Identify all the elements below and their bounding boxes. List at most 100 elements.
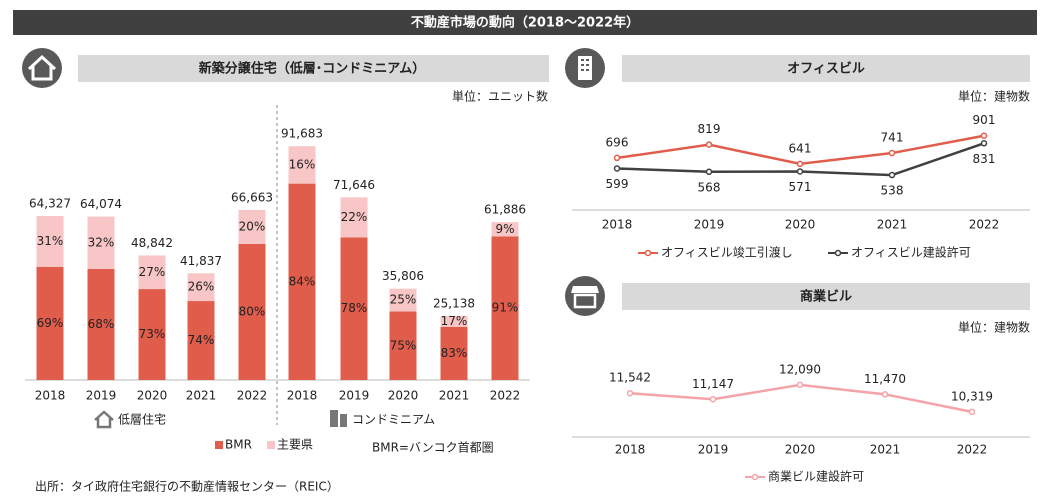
total-label: 71,646 <box>333 178 375 192</box>
bar-segment <box>138 289 166 380</box>
segment-label: 22% <box>341 210 368 224</box>
chart-title: 商業ビル <box>800 289 852 305</box>
total-label: 48,842 <box>131 236 173 250</box>
value-label: 11,542 <box>609 371 651 385</box>
bar-segment <box>288 146 316 184</box>
x-tick-label: 2022 <box>237 389 268 403</box>
legend-label: オフィスビル建設許可 <box>851 245 971 260</box>
legend-label: 主要県 <box>277 438 313 452</box>
bar-segment <box>288 183 316 380</box>
x-tick-label: 2022 <box>490 389 521 403</box>
point <box>613 154 621 162</box>
group-icon <box>330 410 338 427</box>
value-label: 741 <box>881 131 904 145</box>
value-label: 10,319 <box>951 389 993 403</box>
office-icon-windows <box>581 59 589 71</box>
total-label: 66,663 <box>231 191 273 205</box>
legend-label: 商業ビル建設許可 <box>768 469 864 484</box>
legend-marker <box>751 473 759 481</box>
segment-label: 31% <box>37 234 64 248</box>
x-tick-label: 2022 <box>969 218 1000 232</box>
group-icon <box>94 410 114 429</box>
group-label: コンドミニアム <box>352 413 435 427</box>
segment-label: 75% <box>390 338 417 352</box>
bar-segment <box>440 315 468 327</box>
segment-label: 84% <box>289 274 316 288</box>
header-bar <box>622 283 1030 310</box>
segment-label: 68% <box>88 317 115 331</box>
point <box>881 391 889 398</box>
point <box>888 149 896 157</box>
x-tick-label: 2019 <box>339 389 370 403</box>
x-tick-label: 2021 <box>877 218 908 232</box>
x-tick-label: 2021 <box>439 389 470 403</box>
point <box>980 132 988 139</box>
value-label: 696 <box>606 135 629 149</box>
segment-label: 16% <box>289 157 316 171</box>
bar-segment <box>187 301 215 380</box>
bar-segment <box>36 266 64 380</box>
bar-segment <box>340 197 368 238</box>
bar-segment <box>87 216 115 269</box>
bar-segment <box>36 215 64 267</box>
legend-label: BMR <box>225 438 252 452</box>
x-tick-label: 2018 <box>35 389 66 403</box>
value-label: 12,090 <box>779 362 821 376</box>
value-label: 641 <box>789 141 812 155</box>
x-tick-label: 2020 <box>785 218 816 232</box>
note: BMR=バンコク首都圏 <box>372 441 494 455</box>
header-bar <box>78 55 549 82</box>
segment-label: 32% <box>88 235 115 249</box>
x-tick-label: 2019 <box>698 443 729 457</box>
bar-segment <box>138 255 166 290</box>
x-tick-label: 2020 <box>388 389 419 403</box>
point <box>796 160 804 168</box>
group-icon <box>340 414 347 427</box>
bar-segment <box>238 210 266 245</box>
value-label: 538 <box>881 184 904 198</box>
x-tick-label: 2018 <box>615 443 646 457</box>
bar-segment <box>389 311 417 380</box>
bar-segment <box>238 244 266 380</box>
legend-marker <box>834 249 842 257</box>
segment-label: 73% <box>139 327 166 341</box>
legend-marker <box>644 249 652 257</box>
segment-label: 78% <box>341 301 368 315</box>
point <box>709 396 717 403</box>
x-tick-label: 2019 <box>86 389 117 403</box>
bar-segment <box>440 326 468 380</box>
segment-label: 69% <box>37 316 64 330</box>
total-label: 25,138 <box>433 296 475 310</box>
value-label: 901 <box>973 113 996 127</box>
total-label: 41,837 <box>180 254 222 268</box>
total-label: 64,327 <box>29 196 71 210</box>
x-tick-label: 2022 <box>957 443 988 457</box>
x-tick-label: 2020 <box>137 389 168 403</box>
total-label: 61,886 <box>484 203 526 217</box>
x-tick-label: 2018 <box>287 389 318 403</box>
house-icon <box>22 48 62 88</box>
header-bar <box>622 55 1030 82</box>
bar-segment <box>340 237 368 380</box>
bar-segment <box>491 222 519 237</box>
x-tick-label: 2021 <box>186 389 217 403</box>
point <box>968 408 976 416</box>
point <box>980 140 988 147</box>
legend-swatch <box>267 441 275 449</box>
bar-segment <box>389 288 417 312</box>
office-icon-shape <box>578 56 592 80</box>
bar-segment <box>491 236 519 380</box>
segment-label: 83% <box>441 346 468 360</box>
x-tick-label: 2018 <box>602 218 633 232</box>
total-label: 35,806 <box>382 269 424 283</box>
x-tick-label: 2020 <box>785 443 816 457</box>
value-label: 571 <box>789 180 812 194</box>
segment-label: 9% <box>495 222 514 236</box>
point <box>626 389 634 397</box>
value-label: 819 <box>698 122 721 136</box>
segment-label: 17% <box>441 314 468 328</box>
house-icon-shape <box>27 54 57 81</box>
point <box>705 168 713 176</box>
bar-segment <box>187 273 215 302</box>
